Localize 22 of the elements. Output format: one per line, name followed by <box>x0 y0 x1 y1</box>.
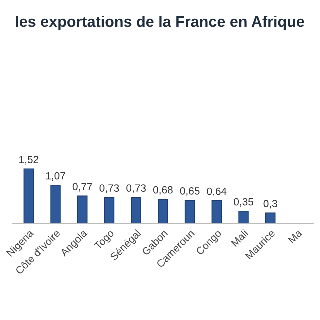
data-label: 0,64 <box>207 188 227 196</box>
chart-title: les exportations de la France en Afrique <box>16 16 304 30</box>
bar <box>131 197 142 224</box>
bar <box>50 184 61 224</box>
bar <box>24 168 34 224</box>
bar <box>78 196 88 224</box>
x-tick-label: Ma <box>288 229 303 244</box>
data-label: 0,77 <box>72 183 92 192</box>
data-label: 0,68 <box>153 186 173 196</box>
data-label: 1,52 <box>20 156 39 165</box>
data-label: 1,07 <box>46 172 66 181</box>
bar <box>104 197 115 224</box>
bar <box>184 200 196 224</box>
bar <box>158 199 168 224</box>
bar <box>266 212 276 224</box>
data-label: 0,73 <box>126 184 146 194</box>
data-label: 0,65 <box>180 187 200 196</box>
data-label: 0,3 <box>264 200 278 209</box>
bar <box>212 200 222 224</box>
bar <box>238 210 249 224</box>
data-label: 0,73 <box>100 184 120 194</box>
data-label: 0,35 <box>234 198 254 207</box>
